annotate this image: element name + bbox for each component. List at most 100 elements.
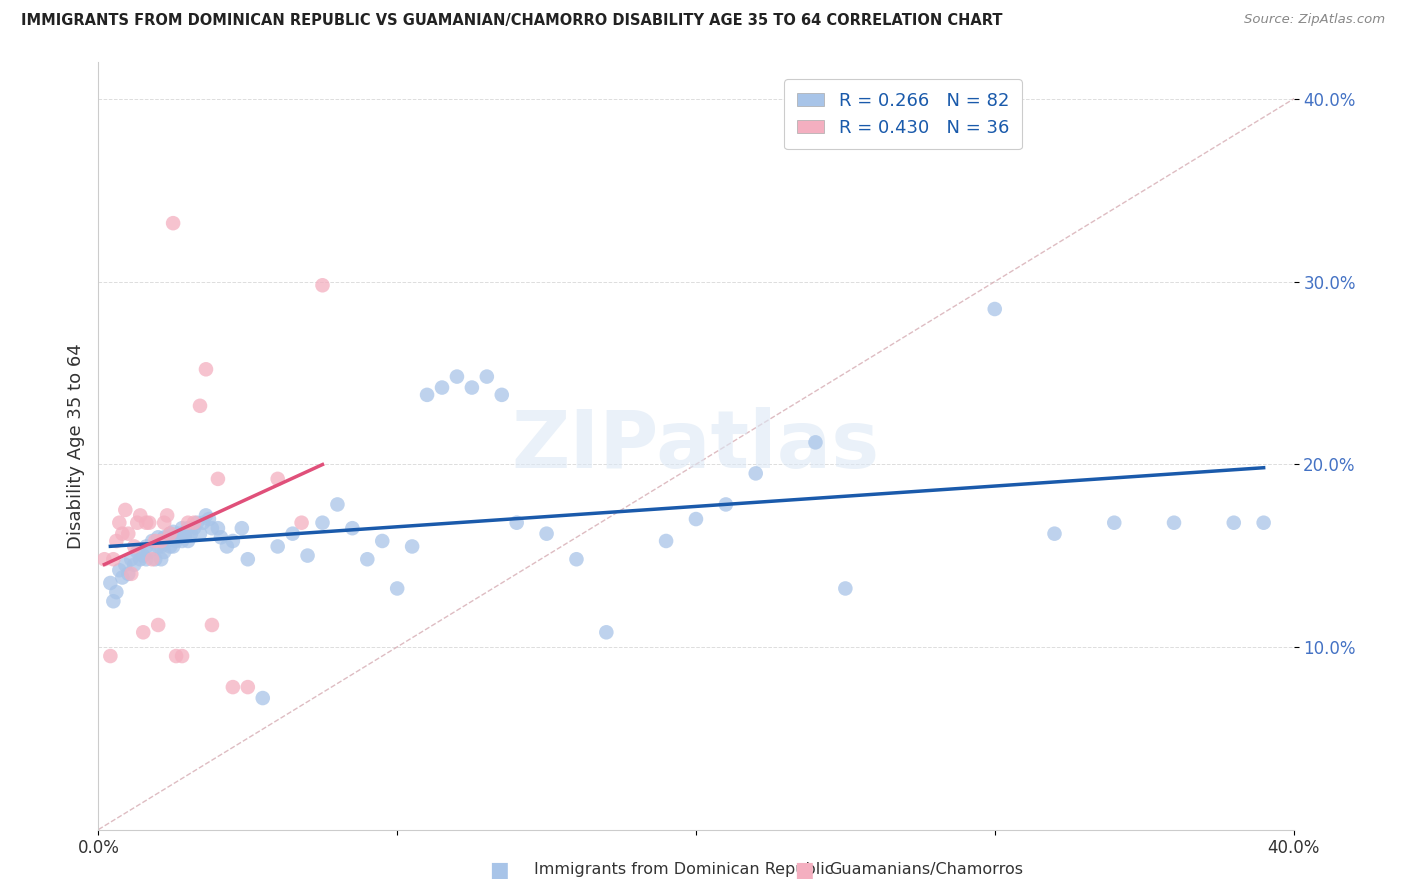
Point (124, 540, 146, 554)
Point (172, 533, 194, 548)
Point (117, 566, 139, 581)
Point (111, 526, 134, 541)
Text: Guamanians/Chamorros: Guamanians/Chamorros (830, 863, 1024, 877)
Point (143, 533, 166, 548)
Point (236, 680, 259, 694)
Point (120, 566, 142, 581)
Point (356, 552, 378, 566)
Point (105, 533, 128, 548)
Point (132, 625, 155, 640)
Point (311, 516, 333, 530)
Point (186, 516, 208, 530)
Point (506, 516, 529, 530)
Point (105, 585, 128, 599)
Point (177, 516, 200, 530)
Point (565, 552, 588, 566)
Point (156, 533, 179, 548)
Point (1043, 526, 1066, 541)
Point (215, 540, 238, 554)
Point (103, 594, 125, 608)
Point (536, 526, 558, 541)
Text: Immigrants from Dominican Republic: Immigrants from Dominican Republic (534, 863, 834, 877)
Point (141, 552, 163, 566)
Point (231, 521, 253, 535)
Point (172, 648, 194, 663)
Point (311, 278, 333, 293)
Point (209, 530, 232, 544)
Point (98, 648, 122, 663)
Legend: R = 0.266   N = 82, R = 0.430   N = 36: R = 0.266 N = 82, R = 0.430 N = 36 (785, 79, 1022, 150)
Point (491, 388, 513, 402)
Point (148, 540, 170, 554)
Point (153, 516, 176, 530)
Point (183, 521, 205, 535)
Point (475, 369, 498, 384)
Point (93, 552, 115, 566)
Point (804, 435, 827, 450)
Point (685, 512, 707, 526)
Point (198, 512, 221, 526)
Text: IMMIGRANTS FROM DOMINICAN REPUBLIC VS GUAMANIAN/CHAMORRO DISABILITY AGE 35 TO 64: IMMIGRANTS FROM DOMINICAN REPUBLIC VS GU… (21, 13, 1002, 29)
Point (385, 582, 409, 596)
Point (135, 540, 157, 554)
Point (148, 618, 170, 632)
Point (120, 552, 142, 566)
Point (430, 380, 453, 394)
Point (745, 467, 768, 481)
Point (195, 508, 218, 523)
Point (291, 516, 314, 530)
Y-axis label: Disability Age 35 to 64: Disability Age 35 to 64 (66, 343, 84, 549)
Point (108, 563, 131, 577)
Point (156, 508, 179, 523)
Point (108, 516, 131, 530)
Point (124, 558, 146, 572)
Point (191, 516, 214, 530)
Point (159, 526, 181, 541)
Point (135, 552, 157, 566)
Point (153, 530, 176, 544)
Point (135, 516, 157, 530)
Point (342, 521, 364, 535)
Point (138, 545, 160, 559)
Point (159, 540, 181, 554)
Point (267, 472, 290, 486)
Point (222, 680, 245, 694)
Point (177, 521, 200, 535)
Point (177, 533, 200, 548)
Point (174, 530, 197, 544)
Point (162, 216, 184, 230)
Point (222, 533, 245, 548)
Point (297, 549, 319, 563)
Point (714, 498, 737, 512)
Point (595, 625, 617, 640)
Point (162, 524, 184, 539)
Point (188, 526, 211, 541)
Point (984, 301, 1007, 316)
Point (172, 521, 194, 535)
Point (416, 388, 439, 402)
Point (150, 552, 173, 566)
Point (461, 380, 484, 394)
Point (143, 552, 166, 566)
Point (446, 369, 468, 384)
Text: ■: ■ (794, 860, 814, 880)
Point (127, 545, 149, 559)
Point (141, 533, 163, 548)
Point (1253, 516, 1275, 530)
Text: ■: ■ (489, 860, 509, 880)
Point (150, 540, 173, 554)
Point (834, 582, 856, 596)
Point (371, 533, 394, 548)
Point (127, 516, 149, 530)
Point (236, 552, 259, 566)
Point (114, 558, 136, 572)
Point (326, 498, 349, 512)
Point (165, 533, 187, 548)
Point (180, 526, 202, 541)
Point (129, 508, 152, 523)
Point (1104, 516, 1126, 530)
Point (1163, 516, 1185, 530)
Point (201, 618, 224, 632)
Point (1223, 516, 1246, 530)
Point (167, 526, 190, 541)
